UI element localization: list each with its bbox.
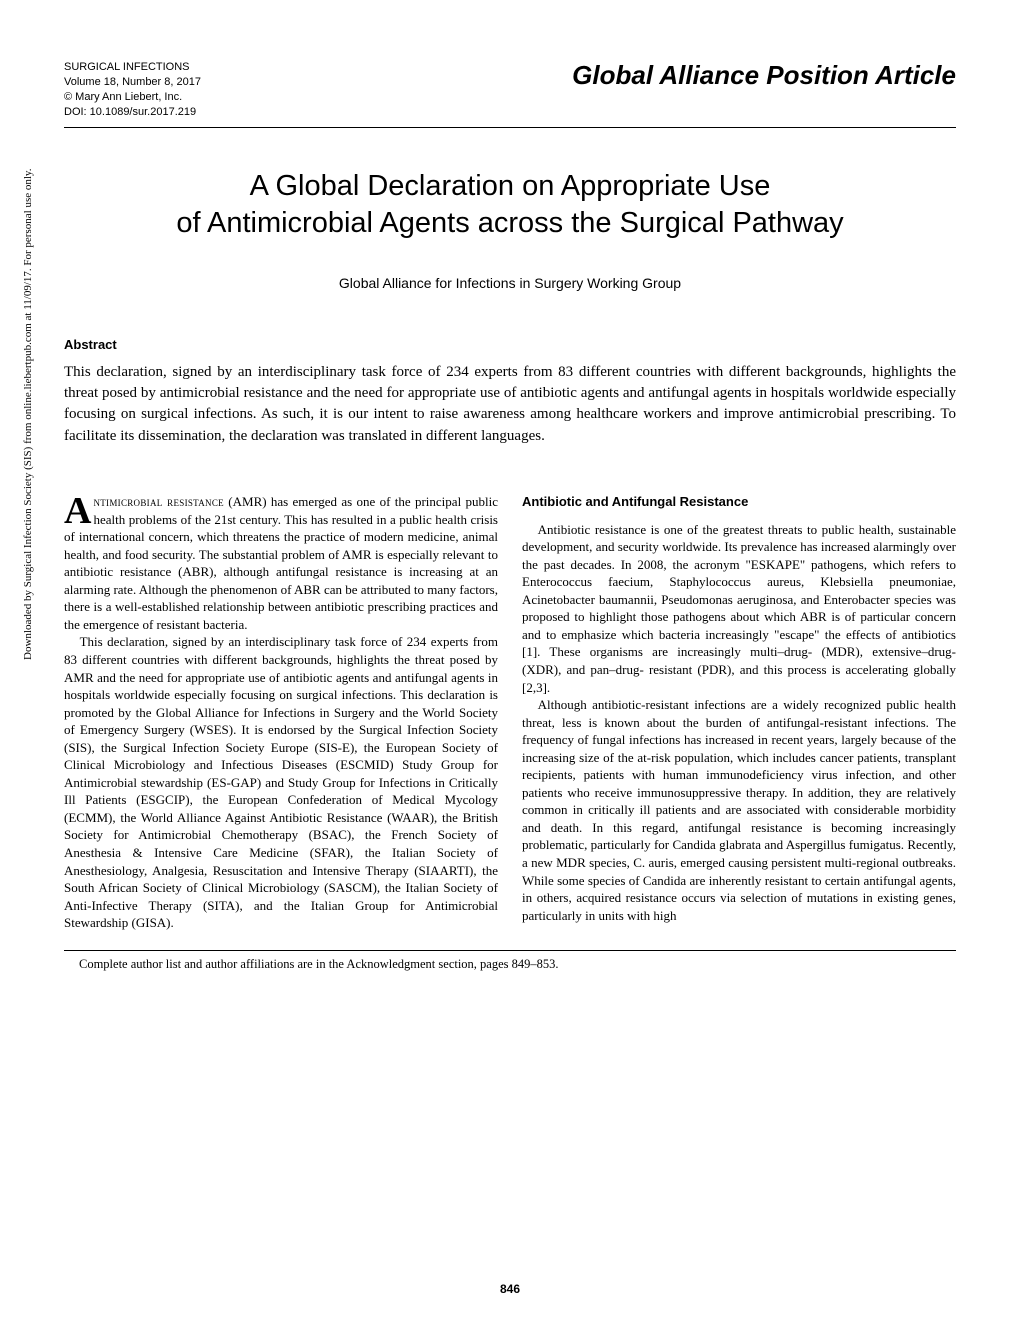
journal-volume: Volume 18, Number 8, 2017: [64, 75, 201, 90]
body-para-2: This declaration, signed by an interdisc…: [64, 633, 498, 931]
authors: Global Alliance for Infections in Surger…: [64, 275, 956, 291]
subheading: Antibiotic and Antifungal Resistance: [522, 493, 956, 511]
download-sidebar: Downloaded by Surgical Infection Society…: [22, 169, 34, 660]
journal-block: SURGICAL INFECTIONS Volume 18, Number 8,…: [64, 60, 201, 119]
body-para-4: Although antibiotic-resistant infections…: [522, 696, 956, 924]
journal-copyright: © Mary Ann Liebert, Inc.: [64, 90, 201, 105]
footnote: Complete author list and author affiliat…: [64, 957, 956, 972]
abstract-heading: Abstract: [64, 337, 956, 352]
section-label: Global Alliance Position Article: [572, 60, 956, 91]
dropcap: A: [64, 493, 93, 527]
title-line2: of Antimicrobial Agents across the Surgi…: [176, 207, 843, 239]
body-para-1: Antimicrobial resistance (AMR) has emerg…: [64, 493, 498, 633]
para1-tail: (AMR) has emerged as one of the principa…: [64, 494, 498, 632]
header-row: SURGICAL INFECTIONS Volume 18, Number 8,…: [64, 60, 956, 119]
abstract-text: This declaration, signed by an interdisc…: [64, 362, 956, 447]
footnote-rule: [64, 950, 956, 951]
journal-doi: DOI: 10.1089/sur.2017.219: [64, 105, 201, 120]
page-number: 846: [0, 1282, 1020, 1296]
body-columns: Antimicrobial resistance (AMR) has emerg…: [64, 493, 956, 932]
body-para-3: Antibiotic resistance is one of the grea…: [522, 521, 956, 696]
title-line1: A Global Declaration on Appropriate Use: [250, 170, 771, 202]
header-rule: [64, 127, 956, 128]
article-title: A Global Declaration on Appropriate Use …: [64, 168, 956, 241]
journal-name: SURGICAL INFECTIONS: [64, 60, 201, 75]
dropcap-rest: ntimicrobial resistance: [93, 494, 224, 509]
